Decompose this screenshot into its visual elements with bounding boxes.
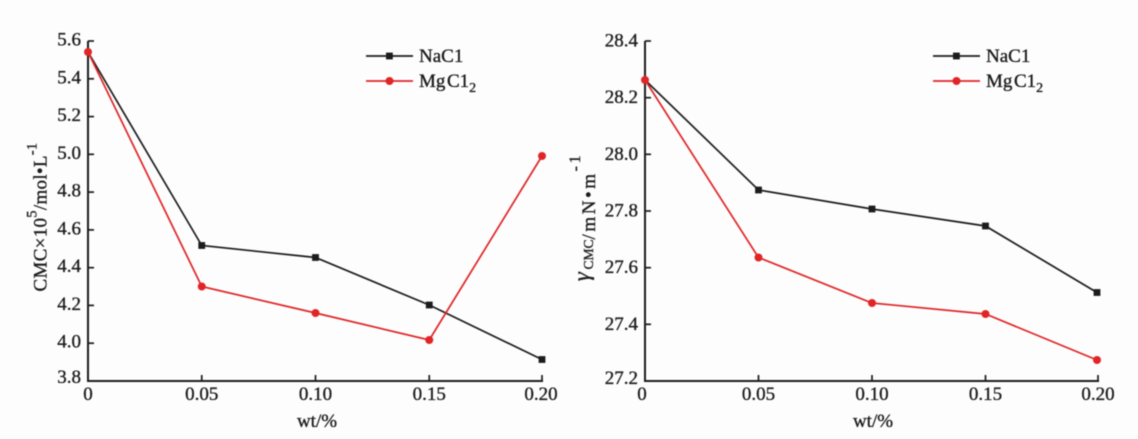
svg-text:γCMC/mN•m-1: γCMC/mN•m-1 (567, 153, 600, 281)
svg-text:0.05: 0.05 (742, 384, 775, 405)
svg-text:28.4: 28.4 (605, 31, 639, 52)
svg-text:0.15: 0.15 (969, 384, 1002, 405)
svg-text:0.20: 0.20 (1081, 384, 1114, 405)
svg-text:Mg C12: Mg C12 (419, 71, 476, 96)
svg-text:27.4: 27.4 (605, 314, 639, 335)
svg-text:0.15: 0.15 (413, 384, 446, 405)
svg-text:4.8: 4.8 (57, 181, 81, 202)
svg-text:0.20: 0.20 (524, 384, 557, 405)
svg-text:28.0: 28.0 (605, 144, 638, 165)
svg-text:wt/%: wt/% (853, 411, 893, 432)
svg-text:Mg C12: Mg C12 (986, 71, 1043, 96)
svg-text:0: 0 (83, 384, 93, 405)
svg-text:wt/%: wt/% (297, 411, 337, 432)
svg-text:4.0: 4.0 (57, 332, 81, 353)
svg-text:NaC1: NaC1 (986, 46, 1030, 67)
svg-text:5.4: 5.4 (57, 67, 81, 88)
svg-text:5.0: 5.0 (57, 143, 81, 164)
svg-text:0.05: 0.05 (185, 384, 218, 405)
svg-text:NaC1: NaC1 (419, 46, 463, 67)
svg-text:28.2: 28.2 (605, 87, 638, 108)
svg-text:27.6: 27.6 (605, 257, 638, 278)
svg-text:4.4: 4.4 (57, 256, 81, 277)
svg-text:0.10: 0.10 (855, 384, 888, 405)
svg-text:4.2: 4.2 (57, 294, 81, 315)
svg-text:27.2: 27.2 (605, 368, 638, 389)
svg-text:5.6: 5.6 (57, 30, 81, 51)
svg-text:3.8: 3.8 (57, 367, 81, 388)
svg-text:0: 0 (637, 384, 647, 405)
svg-text:0.10: 0.10 (299, 384, 332, 405)
svg-text:4.6: 4.6 (57, 218, 81, 239)
svg-text:27.8: 27.8 (605, 201, 638, 222)
svg-text:5.2: 5.2 (57, 105, 81, 126)
